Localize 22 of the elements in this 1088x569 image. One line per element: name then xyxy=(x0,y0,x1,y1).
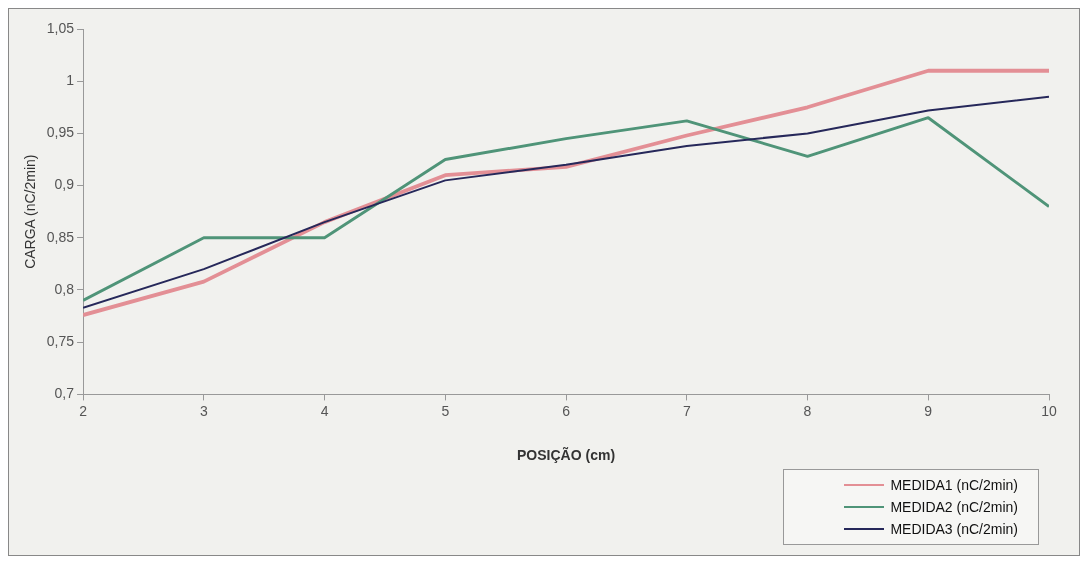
y-tick-label: 1 xyxy=(66,72,75,89)
x-tick-label: 8 xyxy=(803,402,812,419)
x-tick-label: 6 xyxy=(562,402,571,419)
y-tick-label: 0,9 xyxy=(54,176,75,193)
y-axis-title: CARGA (nC/2min) xyxy=(22,154,39,269)
x-tick-label: 2 xyxy=(79,402,88,419)
x-tick-label: 3 xyxy=(199,402,208,419)
y-tick-label: 0,8 xyxy=(54,280,75,297)
x-axis-title: POSIÇÃO (cm) xyxy=(517,446,616,464)
y-tick-label: 0,85 xyxy=(46,228,75,245)
legend-label: MEDIDA2 (nC/2min) xyxy=(890,498,1018,517)
x-tick-label: 5 xyxy=(441,402,450,419)
y-tick-label: 0,75 xyxy=(46,333,75,350)
y-tick-label: 0,7 xyxy=(54,385,75,402)
legend-label: MEDIDA1 (nC/2min) xyxy=(890,476,1018,495)
x-tick-label: 10 xyxy=(1041,402,1057,419)
y-tick-label: 0,95 xyxy=(46,124,75,141)
x-tick-label: 9 xyxy=(924,402,933,419)
y-tick-label: 1,05 xyxy=(46,19,75,36)
legend-label: MEDIDA3 (nC/2min) xyxy=(890,520,1018,539)
x-tick-label: 7 xyxy=(682,402,691,419)
x-tick-label: 4 xyxy=(320,402,329,419)
